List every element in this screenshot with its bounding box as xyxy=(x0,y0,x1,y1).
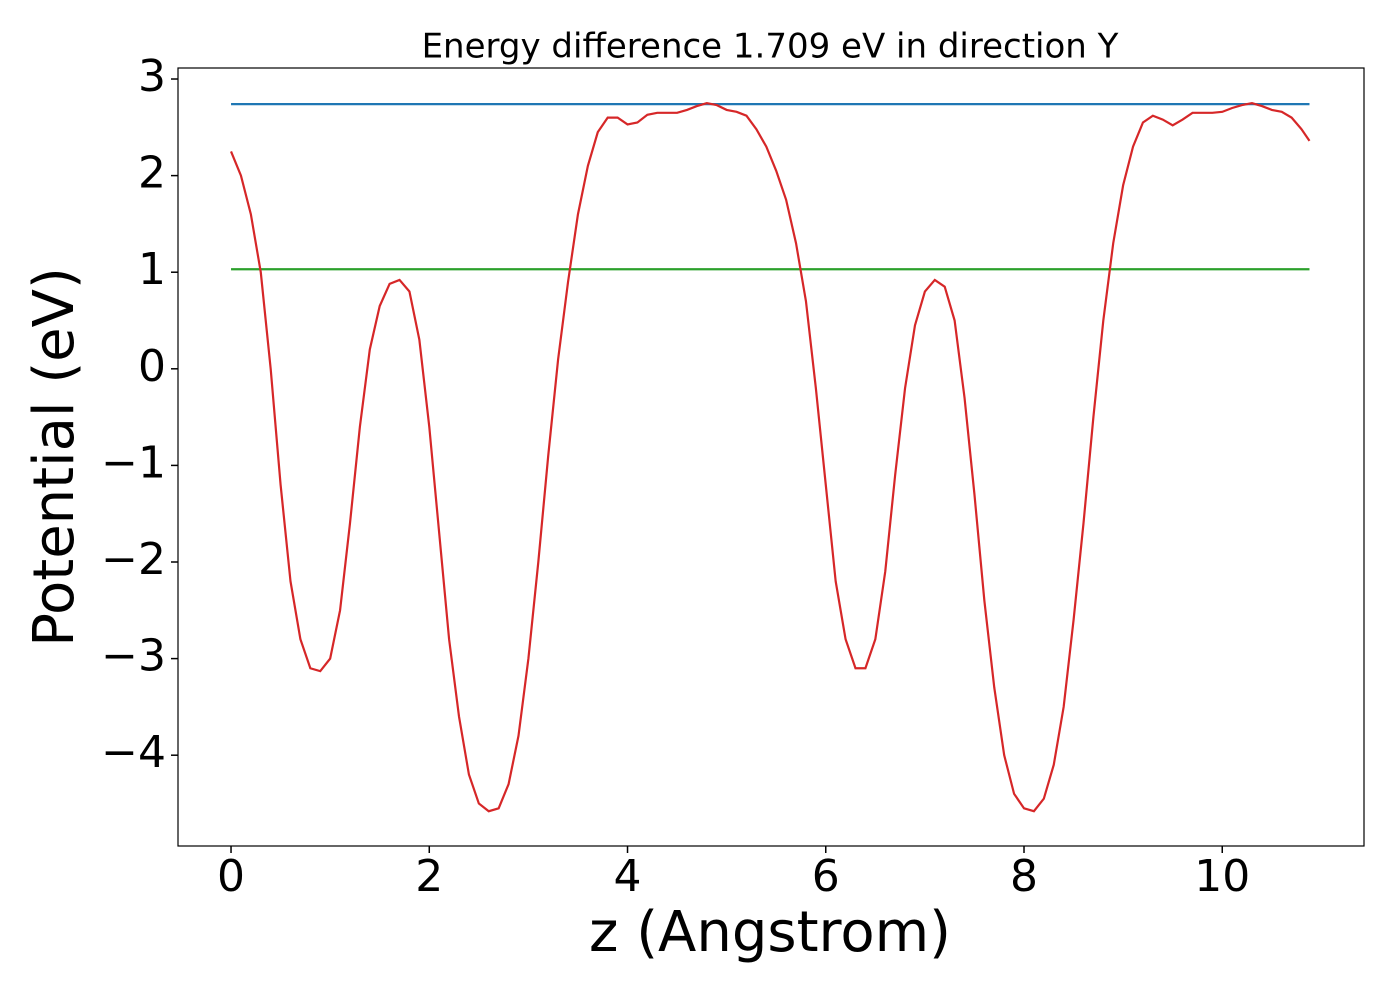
plot-frame xyxy=(177,67,1365,847)
y-tick-label: 2 xyxy=(138,148,166,199)
y-tick-label: −1 xyxy=(101,437,166,488)
x-tick-label: 4 xyxy=(614,851,642,902)
x-tick-label: 0 xyxy=(217,851,245,902)
y-axis-label: Potential (eV) xyxy=(22,267,87,647)
x-axis-label: z (Angstrom) xyxy=(589,900,951,965)
x-tick-label: 2 xyxy=(415,851,443,902)
x-tick-label: 10 xyxy=(1194,851,1250,902)
chart-title: Energy difference 1.709 eV in direction … xyxy=(422,27,1119,67)
x-tick-label: 6 xyxy=(812,851,840,902)
x-tick-label: 8 xyxy=(1010,851,1038,902)
y-tick-label: −2 xyxy=(101,534,166,585)
line-series xyxy=(230,102,1311,813)
y-tick-label: −4 xyxy=(101,727,166,778)
y-tick-label: 0 xyxy=(138,341,166,392)
y-tick-label: 3 xyxy=(138,51,166,102)
y-tick-label: 1 xyxy=(138,244,166,295)
y-tick-label: −3 xyxy=(101,631,166,682)
